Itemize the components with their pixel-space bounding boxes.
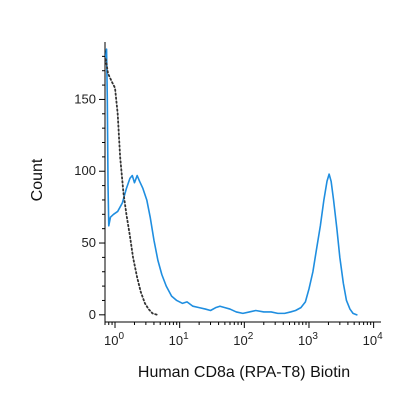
x-tick-label: 103	[298, 331, 318, 348]
x-axis-title: Human CD8a (RPA-T8) Biotin	[138, 364, 350, 381]
y-tick-label: 50	[82, 235, 96, 250]
x-tick-label: 104	[363, 331, 383, 348]
y-tick-label: 150	[74, 91, 96, 106]
axes: 0 50 100 150 100 101 102 103 104	[74, 42, 383, 348]
x-tick-label: 100	[104, 331, 124, 348]
control-series-line	[104, 58, 159, 316]
plot-area	[104, 48, 358, 316]
x-tick-label: 101	[169, 331, 189, 348]
y-tick-label: 100	[74, 163, 96, 178]
y-axis-title: Count	[29, 158, 46, 201]
x-tick-label: 102	[233, 331, 253, 348]
stained-series-line	[104, 48, 358, 316]
y-tick-label: 0	[89, 307, 96, 322]
